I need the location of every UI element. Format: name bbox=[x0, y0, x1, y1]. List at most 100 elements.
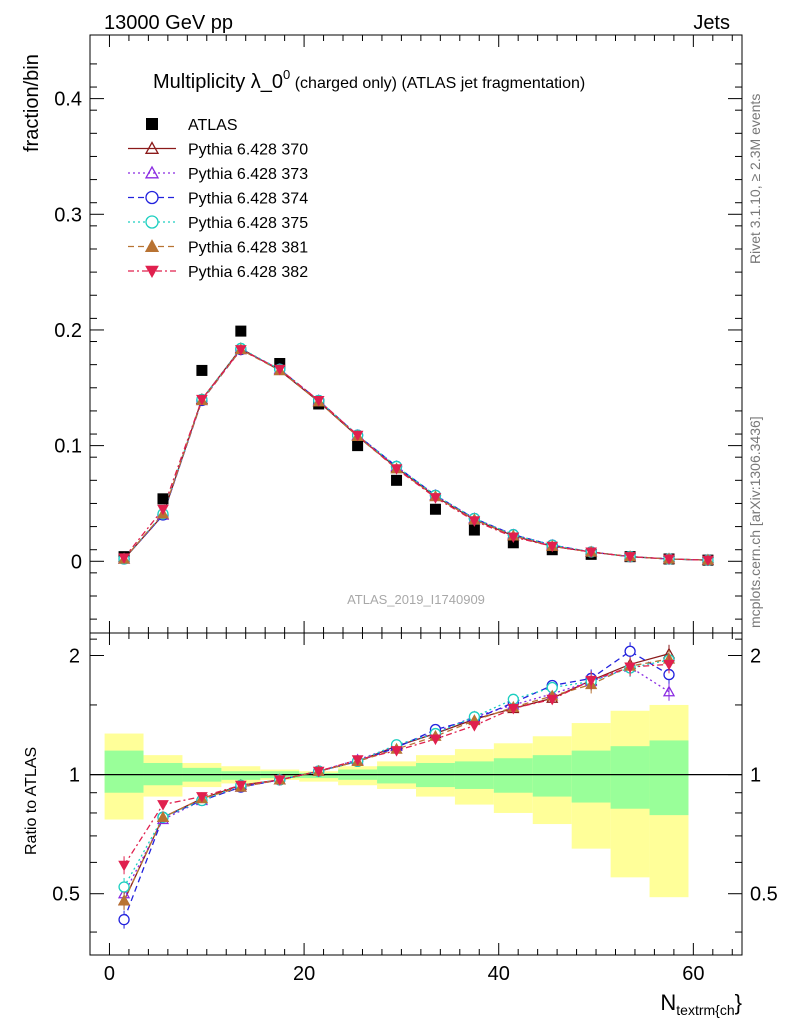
main-data-point bbox=[546, 541, 559, 553]
main-y-tick-label: 0.4 bbox=[54, 89, 82, 111]
ratio-data-point bbox=[312, 766, 325, 778]
x-tick-label: 60 bbox=[682, 963, 704, 985]
x-axis-label: Ntextrm{ch} bbox=[660, 990, 742, 1018]
ratio-data-point bbox=[624, 645, 636, 657]
ratio-data-point bbox=[234, 780, 247, 792]
main-data-point bbox=[429, 503, 441, 515]
legend-label: Pythia 6.428 373 bbox=[188, 166, 308, 183]
main-data-point bbox=[429, 493, 442, 504]
legend-marker bbox=[145, 265, 159, 279]
ratio-panel: 0.5 0.51 12 20 20 40 60 Ratio to ATLAS Ntextrm… bbox=[23, 632, 778, 1018]
main-data-point bbox=[702, 555, 714, 567]
ratio-data-point bbox=[663, 659, 675, 671]
main-series-line bbox=[123, 347, 708, 561]
ratio-data-point bbox=[624, 662, 636, 674]
ratio-data bbox=[117, 642, 676, 929]
main-data-point bbox=[352, 440, 364, 452]
main-y-tick-label: 0.3 bbox=[54, 204, 82, 226]
main-y-label: fraction/bin bbox=[21, 54, 43, 152]
main-title-sup: 0 bbox=[283, 67, 290, 82]
main-data-point bbox=[235, 325, 247, 337]
main-data-point bbox=[157, 493, 169, 505]
ratio-y-label: Ratio to ATLAS bbox=[23, 747, 40, 855]
ratio-y-tick-label: 0.5 bbox=[52, 884, 80, 906]
ratio-data-point bbox=[273, 775, 286, 786]
main-y-tick-label: 0 bbox=[71, 551, 82, 573]
ratio-y-tick-label: 1 bbox=[69, 765, 80, 787]
ratio-y-tick-label-right: 2 bbox=[750, 646, 761, 668]
legend-marker bbox=[144, 141, 160, 154]
watermark: ATLAS_2019_I1740909 bbox=[347, 592, 485, 607]
main-data-point bbox=[196, 394, 208, 406]
ratio-band-green bbox=[571, 750, 611, 803]
legend-marker bbox=[144, 239, 160, 252]
main-y-ticks: 0 0.1 0.2 0.3 0.4 bbox=[54, 35, 742, 633]
main-title: Multiplicity λ_00 (charged only) (ATLAS … bbox=[153, 67, 585, 93]
ratio-data-point bbox=[157, 800, 169, 811]
ratio-data-point bbox=[118, 881, 130, 893]
main-data-point bbox=[507, 532, 520, 544]
x-tick-label: 40 bbox=[488, 963, 510, 985]
main-y-tick-label: 0.2 bbox=[54, 320, 82, 342]
ratio-data-point bbox=[196, 792, 208, 803]
ratio-band-green bbox=[493, 758, 533, 793]
ratio-ticks: 0.5 0.51 12 20 20 40 60 bbox=[52, 633, 778, 985]
main-data-point bbox=[234, 345, 247, 356]
ratio-y-tick-label: 2 bbox=[69, 646, 80, 668]
main-data-point bbox=[157, 504, 169, 516]
main-data-point bbox=[273, 364, 286, 376]
main-series-line bbox=[123, 348, 708, 561]
ratio-data-point bbox=[546, 694, 559, 706]
ratio-data-point bbox=[390, 746, 403, 757]
ratio-y-tick-label-right: 1 bbox=[750, 765, 761, 787]
ratio-data-point bbox=[468, 721, 481, 732]
legend-marker bbox=[145, 215, 159, 229]
ratio-data-point bbox=[429, 734, 442, 746]
ratio-data-point bbox=[118, 860, 130, 872]
main-data-point bbox=[351, 430, 364, 442]
legend-label: ATLAS bbox=[188, 117, 238, 134]
main-series-line bbox=[123, 348, 708, 561]
ratio-frame bbox=[89, 632, 743, 956]
legend-label: Pythia 6.428 381 bbox=[188, 240, 308, 257]
main-y-tick-label: 0.1 bbox=[54, 436, 82, 458]
legend-label: Pythia 6.428 375 bbox=[188, 215, 308, 232]
x-tick-label: 0 bbox=[104, 963, 115, 985]
ratio-band-green bbox=[610, 746, 650, 809]
legend-marker bbox=[146, 118, 158, 130]
main-data-point bbox=[391, 474, 403, 486]
ratio-band-green bbox=[221, 771, 261, 780]
legend: ATLAS Pythia 6.428 370 Pythia 6.428 373 Pyt… bbox=[128, 117, 308, 281]
legend-marker bbox=[144, 165, 160, 179]
ratio-data-point bbox=[156, 810, 170, 822]
x-tick-label: 20 bbox=[293, 963, 315, 985]
ratio-y-tick-label-right: 0.5 bbox=[750, 884, 778, 906]
side-label-rivet: Rivet 3.1.10, ≥ 2.3M events bbox=[747, 94, 763, 264]
ratio-data-point bbox=[585, 675, 598, 687]
ratio-band-green bbox=[104, 750, 144, 793]
ratio-bands bbox=[104, 704, 689, 898]
ratio-band-green bbox=[532, 755, 572, 797]
legend-label: Pythia 6.428 370 bbox=[188, 142, 308, 159]
main-series-line bbox=[123, 348, 708, 561]
ratio-data-point bbox=[662, 685, 676, 697]
main-data-point bbox=[312, 396, 325, 407]
legend-label: Pythia 6.428 374 bbox=[188, 191, 308, 208]
x-axis-label-sub: textrm{ch bbox=[676, 1002, 734, 1018]
side-label-mcplots: mcplots.cern.ch [arXiv:1306.3436] bbox=[747, 416, 763, 628]
main-data bbox=[117, 325, 715, 567]
ratio-data-point bbox=[118, 913, 130, 926]
main-data-point bbox=[585, 547, 598, 559]
x-axis-label-end: } bbox=[735, 990, 742, 1015]
legend-marker bbox=[145, 190, 159, 205]
main-title-main: Multiplicity λ_0 bbox=[153, 71, 283, 93]
main-data-point bbox=[624, 552, 636, 563]
ratio-band-green bbox=[649, 740, 689, 816]
main-data-point bbox=[390, 464, 403, 475]
main-data-point bbox=[468, 524, 480, 536]
legend-label: Pythia 6.428 382 bbox=[188, 264, 308, 281]
ratio-data-point bbox=[117, 894, 131, 906]
ratio-data-point bbox=[507, 703, 520, 715]
header-right: Jets bbox=[693, 12, 730, 34]
